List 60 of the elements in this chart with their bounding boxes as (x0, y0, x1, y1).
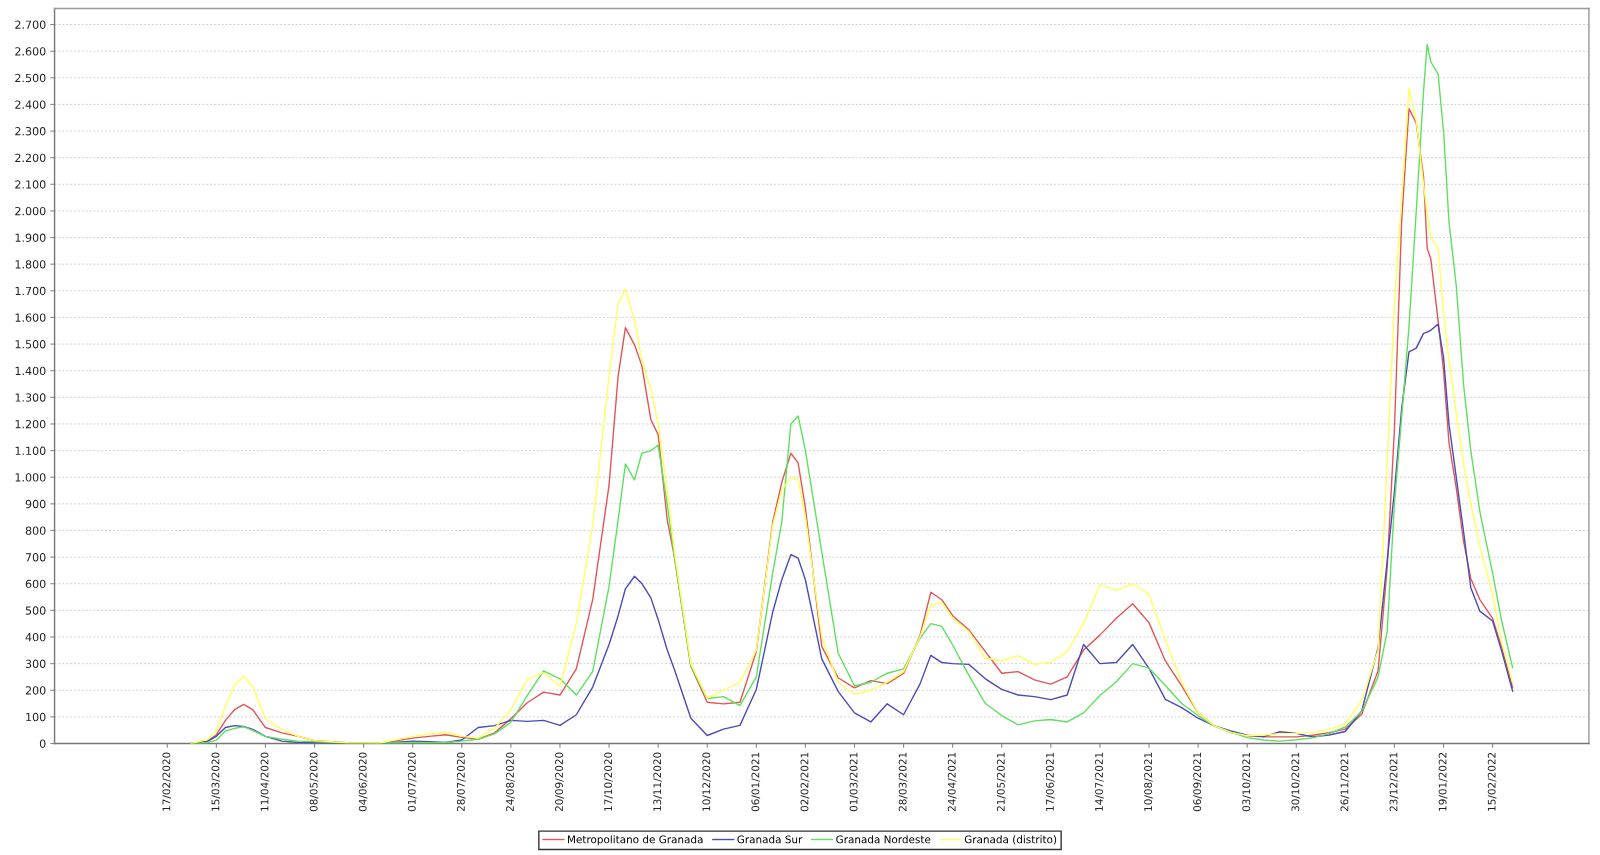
x-tick-label: 20/09/2020 (555, 752, 564, 812)
y-tick-label: 2.000 (15, 206, 46, 216)
y-tick-label: 2.300 (15, 127, 46, 136)
x-tick-label: 26/11/2021 (1340, 752, 1350, 812)
y-tick-label: 2.200 (15, 153, 46, 163)
x-tick-label: 17/02/2020 (162, 752, 172, 811)
y-tick-label: 2.400 (15, 100, 46, 109)
x-tick-label: 13/11/2020 (653, 752, 662, 811)
x-tick-label: 01/03/2021 (849, 752, 859, 812)
x-tick-label: 15/02/2022 (1487, 752, 1497, 811)
x-tick-label: 10/12/2020 (702, 752, 712, 811)
x-tick-label: 30/10/2021 (1291, 752, 1301, 812)
x-tick-label: 17/06/2021 (1045, 752, 1055, 811)
y-tick-label: 300 (25, 659, 46, 668)
y-tick-label: 1.400 (15, 366, 46, 376)
x-tick-label: 11/04/2020 (260, 752, 270, 811)
x-tick-label: 14/07/2021 (1095, 752, 1104, 811)
x-tick-label: 01/07/2020 (407, 752, 417, 812)
x-tick-label: 23/12/2021 (1389, 752, 1399, 812)
y-tick-label: 1.000 (15, 473, 46, 482)
x-tick-label: 08/05/2020 (309, 752, 319, 812)
y-tick-label: 600 (25, 579, 46, 589)
y-tick-label: 1.700 (15, 286, 46, 296)
x-tick-label: 06/09/2021 (1193, 752, 1202, 812)
legend-label: Metropolitano de Granada (567, 835, 703, 846)
x-tick-label: 24/08/2020 (506, 752, 515, 812)
x-tick-label: 24/04/2021 (947, 752, 957, 812)
legend-label: Granada Nordeste (836, 835, 931, 844)
y-tick-label: 200 (25, 686, 46, 695)
x-tick-label: 06/01/2021 (751, 752, 761, 812)
y-tick-label: 2.600 (15, 47, 46, 56)
x-tick-label: 03/10/2021 (1242, 752, 1252, 812)
y-tick-label: 2.500 (15, 73, 46, 83)
x-tick-label: 21/05/2021 (996, 752, 1006, 812)
x-tick-label: 17/10/2020 (604, 752, 613, 811)
legend-label: Granada (distrito) (964, 835, 1057, 845)
y-tick-label: 2.700 (15, 20, 46, 29)
y-tick-label: 500 (25, 606, 46, 615)
legend-label: Granada Sur (737, 835, 803, 844)
y-tick-label: 1.100 (15, 446, 46, 455)
x-tick-label: 28/03/2021 (898, 752, 908, 812)
y-tick-label: 1.600 (15, 313, 46, 322)
y-tick-label: 100 (26, 712, 46, 722)
y-tick-label: 2.100 (15, 180, 46, 189)
x-tick-label: 15/03/2020 (211, 752, 221, 811)
y-tick-label: 1.300 (15, 393, 46, 402)
x-tick-label: 19/01/2022 (1438, 752, 1448, 811)
y-tick-label: 800 (25, 526, 46, 535)
y-tick-label: 1.800 (15, 260, 46, 269)
x-tick-label: 28/07/2020 (456, 752, 466, 812)
y-tick-label: 900 (25, 499, 46, 509)
x-tick-label: 04/06/2020 (358, 752, 368, 812)
y-tick-label: 0 (39, 739, 46, 748)
y-tick-label: 1.900 (15, 233, 46, 242)
y-tick-label: 1.200 (15, 419, 46, 429)
y-tick-label: 1.500 (15, 340, 46, 349)
y-tick-label: 400 (25, 632, 46, 642)
x-tick-label: 02/02/2021 (800, 752, 810, 812)
y-tick-label: 700 (25, 553, 46, 562)
x-tick-label: 10/08/2021 (1144, 752, 1153, 811)
